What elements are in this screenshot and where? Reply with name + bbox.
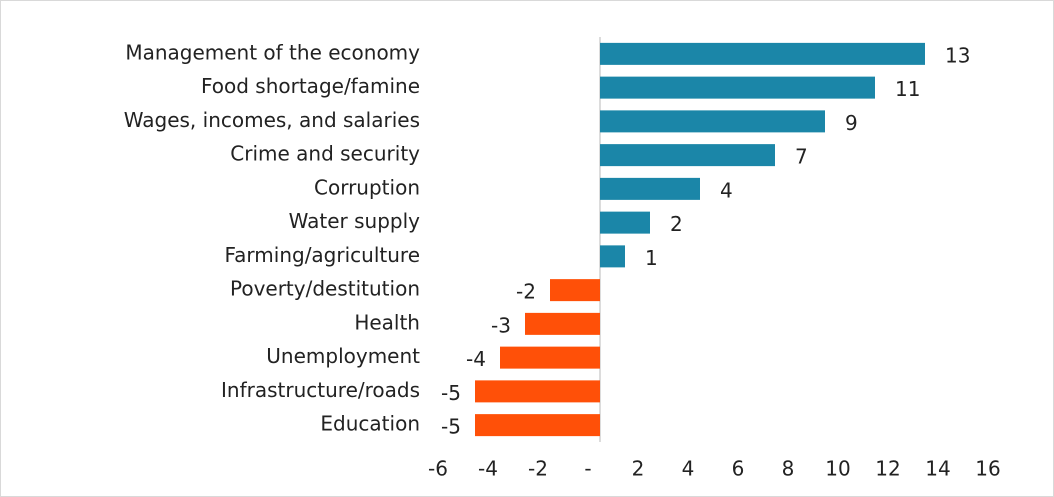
data-label: 11 — [895, 77, 920, 101]
data-label: -5 — [441, 415, 461, 439]
y-tick-label: Food shortage/famine — [201, 74, 420, 98]
x-tick-label: 10 — [825, 457, 850, 481]
y-tick-label: Unemployment — [266, 344, 420, 368]
bar — [525, 312, 600, 335]
x-tick-label: -6 — [428, 457, 448, 481]
x-tick-label: 12 — [875, 457, 900, 481]
x-tick-label: 14 — [925, 457, 950, 481]
bar — [600, 42, 925, 65]
x-tick-label: 6 — [732, 457, 745, 481]
data-label: 2 — [670, 212, 683, 236]
bar — [600, 76, 875, 99]
y-tick-label: Farming/agriculture — [224, 243, 420, 267]
x-tick-label: 2 — [632, 457, 645, 481]
data-label: 1 — [645, 246, 658, 270]
bar — [600, 110, 825, 133]
y-tick-label: Education — [320, 412, 420, 436]
data-label: 7 — [795, 145, 808, 169]
data-label: 4 — [720, 178, 733, 202]
x-tick-label: 16 — [975, 457, 1000, 481]
y-tick-label: Infrastructure/roads — [221, 378, 420, 402]
bar — [600, 211, 650, 234]
y-tick-label: Corruption — [314, 175, 420, 199]
data-label: -2 — [516, 280, 536, 304]
bar — [600, 245, 625, 268]
x-tick-label: -2 — [528, 457, 548, 481]
bar — [500, 346, 600, 369]
y-tick-label: Management of the economy — [125, 40, 420, 64]
x-tick-label: 8 — [782, 457, 795, 481]
bar — [600, 177, 700, 200]
data-label: 9 — [845, 111, 858, 135]
data-label: -3 — [491, 313, 511, 337]
x-tick-label: - — [584, 457, 591, 481]
bar — [600, 144, 775, 167]
bar — [475, 414, 600, 437]
x-tick-label: 4 — [682, 457, 695, 481]
bar — [550, 279, 600, 302]
x-tick-label: -4 — [478, 457, 498, 481]
y-tick-label: Wages, incomes, and salaries — [124, 108, 420, 132]
y-tick-label: Poverty/destitution — [230, 277, 420, 301]
bar — [475, 380, 600, 403]
data-label: -4 — [466, 347, 486, 371]
y-tick-label: Water supply — [289, 209, 421, 233]
data-label: 13 — [945, 43, 970, 67]
data-label: -5 — [441, 381, 461, 405]
y-tick-label: Health — [354, 310, 420, 334]
y-tick-label: Crime and security — [230, 142, 420, 166]
